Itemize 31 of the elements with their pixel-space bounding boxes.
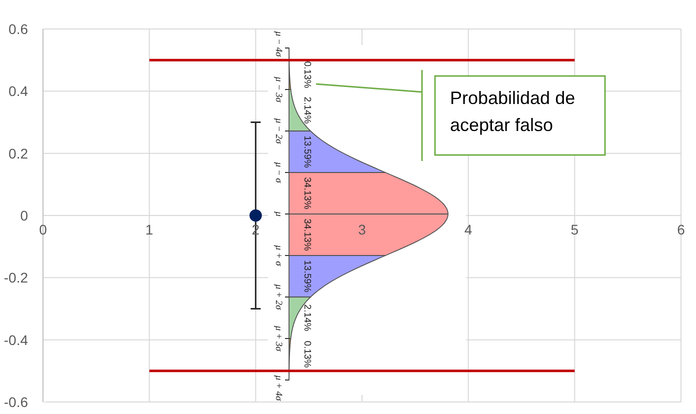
annotation: 0.13% (302, 340, 312, 368)
annotation: μ (273, 210, 283, 217)
x-tick-label: 1 (145, 222, 154, 238)
annotation: μ − σ (273, 161, 283, 184)
annotation: 13.59% (302, 136, 312, 168)
annotation: μ − 2σ (273, 117, 283, 144)
annotation: μ + σ (273, 244, 283, 266)
annotation: 2.14% (302, 96, 312, 124)
y-tick-label: 0.4 (8, 83, 28, 100)
annotation: μ + 2σ (273, 283, 283, 310)
x-tick-label: 4 (464, 222, 472, 238)
annotation: 13.59% (302, 260, 312, 293)
y-tick-label: 0.2 (8, 145, 28, 162)
annotation: μ + 4σ (273, 374, 283, 401)
x-tick-label: 3 (358, 222, 366, 238)
annotation: μ − 4σ (273, 30, 283, 57)
x-tick-label: 6 (677, 222, 686, 238)
annotation: 0.13% (302, 61, 312, 89)
y-tick-label: -0.6 (4, 394, 28, 410)
y-tick-label: 0.6 (8, 20, 28, 37)
y-tick-label: -0.2 (4, 270, 28, 286)
y-tick-label: -0.4 (4, 332, 28, 348)
annotation: 34.13% (302, 177, 312, 210)
annotation: Probabilidad de aceptar falso (450, 87, 576, 137)
annotation: 34.13% (302, 218, 312, 252)
annotation: μ − 3σ (273, 76, 283, 102)
y-tick-label: 0 (20, 207, 28, 224)
annotation: 2.14% (302, 304, 312, 332)
annotation: μ + 3σ (273, 324, 283, 352)
x-tick-label: 5 (570, 222, 579, 238)
x-tick-label: 0 (39, 222, 48, 238)
